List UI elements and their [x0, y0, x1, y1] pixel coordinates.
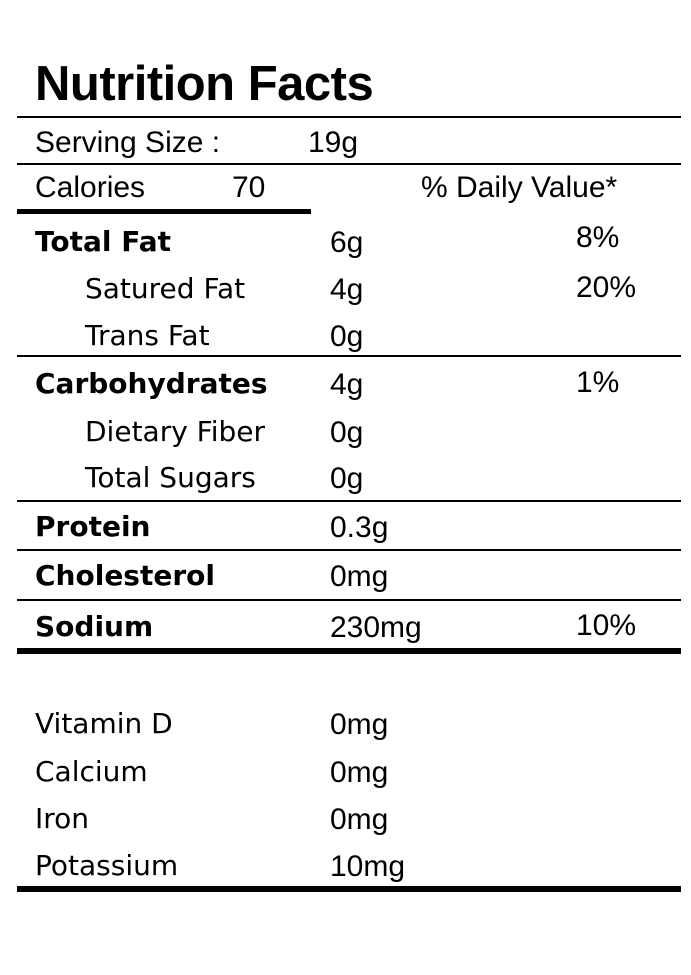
vitamin-name: Calcium	[35, 755, 148, 788]
nutrient-amount: 0g	[330, 462, 364, 495]
vitamin-amount: 10mg	[330, 850, 406, 883]
nutrient-amount: 4g	[330, 273, 364, 306]
nutrient-name: Total Fat	[35, 225, 172, 258]
serving-size-label: Serving Size :	[35, 126, 221, 159]
divider-below-carbs	[17, 500, 681, 502]
nutrient-name: Satured Fat	[85, 272, 246, 305]
vitamin-amount: 0mg	[330, 756, 389, 789]
nutrient-amount: 6g	[330, 226, 364, 259]
nutrient-name: Dietary Fiber	[85, 415, 266, 448]
nutrient-daily-value: 10%	[576, 609, 637, 642]
thick-bar-bottom	[17, 886, 681, 892]
nutrient-amount: 4g	[330, 368, 364, 401]
nutrient-amount: 0mg	[330, 560, 389, 593]
nutrient-amount: 0g	[330, 416, 364, 449]
thick-bar-below-sodium	[17, 648, 681, 654]
divider-below-title	[17, 116, 681, 118]
vitamin-amount: 0mg	[330, 803, 389, 836]
nutrient-name: Protein	[35, 510, 151, 543]
label-title: Nutrition Facts	[35, 57, 374, 111]
nutrient-amount: 0.3g	[330, 511, 389, 544]
vitamin-amount: 0mg	[330, 708, 389, 741]
nutrient-daily-value: 8%	[576, 221, 620, 254]
vitamin-name: Potassium	[35, 849, 179, 882]
nutrient-amount: 0g	[330, 320, 364, 353]
nutrient-name: Cholesterol	[35, 559, 215, 592]
calories-label: Calories	[35, 171, 146, 204]
nutrient-daily-value: 1%	[576, 366, 620, 399]
nutrient-name: Sodium	[35, 610, 154, 643]
vitamin-name: Vitamin D	[35, 707, 173, 740]
divider-below-fat	[17, 355, 681, 357]
vitamin-name: Iron	[35, 802, 90, 835]
nutrient-name: Total Sugars	[85, 461, 256, 494]
nutrient-name: Carbohydrates	[35, 367, 268, 400]
divider-below-serving	[17, 163, 681, 165]
calories-thick-bar	[17, 209, 311, 214]
daily-value-header: % Daily Value*	[421, 171, 618, 204]
nutrient-amount: 230mg	[330, 611, 422, 644]
divider-below-cholesterol	[17, 599, 681, 601]
divider-below-protein	[17, 549, 681, 551]
nutrient-name: Trans Fat	[85, 319, 210, 352]
calories-value: 70	[232, 171, 266, 204]
nutrient-daily-value: 20%	[576, 271, 637, 304]
serving-size-value: 19g	[308, 126, 359, 159]
